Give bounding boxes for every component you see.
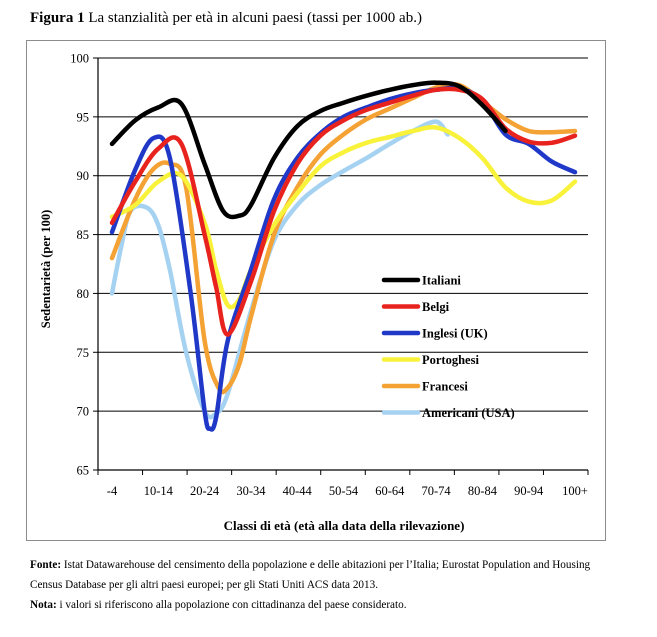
source-text-1: Istat Datawarehouse del censimento della… <box>63 559 591 571</box>
y-tick-label: 70 <box>77 405 90 419</box>
x-tick-label: 50-54 <box>329 484 359 498</box>
figure-notes: Fonte: Istat Datawarehouse del censiment… <box>30 555 640 615</box>
x-tick-label: 20-24 <box>190 484 220 498</box>
y-tick-label: 80 <box>77 287 90 301</box>
figure-title: Figura 1 La stanzialità per età in alcun… <box>30 10 422 27</box>
y-tick-label: 100 <box>70 52 89 66</box>
legend-label-belgi: Belgi <box>422 300 450 314</box>
legend-label-inglesi-uk: Inglesi (UK) <box>422 327 488 341</box>
x-tick-label: -4 <box>107 484 118 498</box>
series-line-americani-usa <box>109 119 450 420</box>
legend-label-americani-usa: Americani (USA) <box>422 406 515 420</box>
x-tick-label: 90-94 <box>514 484 544 498</box>
x-axis-label: Classi di età (età alla data della rilev… <box>224 518 465 533</box>
x-tick-label: 60-64 <box>375 484 405 498</box>
source-note-cont: Census Database per gli altri paesi euro… <box>30 575 640 595</box>
y-axis-label: Sedentarietà (per 100) <box>39 210 53 329</box>
y-tick-label: 90 <box>77 169 90 183</box>
x-tick-label: 80-84 <box>468 484 498 498</box>
legend-label-italiani: Italiani <box>422 274 461 288</box>
figure-caption: La stanzialità per età in alcuni paesi (… <box>88 10 422 26</box>
legend-label-francesi: Francesi <box>422 380 468 394</box>
figure-label: Figura 1 <box>30 10 85 26</box>
line-chart: 65 70 75 80 85 90 95 100 -4 10-14 20-24 30-34 40-44 5… <box>39 52 589 533</box>
chart-frame <box>26 40 606 541</box>
legend-label-portoghesi: Portoghesi <box>422 353 479 367</box>
axes: 65 70 75 80 85 90 95 100 -4 10-14 20-24 30-34 40-44 5… <box>70 52 589 498</box>
source-label: Fonte: <box>30 559 62 571</box>
x-tick-label: 30-34 <box>236 484 266 498</box>
x-tick-label: 100+ <box>562 484 588 498</box>
x-tick-label: 70-74 <box>422 484 452 498</box>
series-line-italiani <box>109 80 508 220</box>
y-tick-label: 65 <box>77 464 90 478</box>
series-line-inglesi-uk <box>109 85 578 432</box>
y-tick-label: 75 <box>77 346 90 360</box>
series-line-belgi <box>109 86 578 337</box>
x-tick-label: 40-44 <box>283 484 313 498</box>
nota-label: Nota: <box>30 599 57 611</box>
source-text-2: Census Database per gli altri paesi euro… <box>30 579 378 591</box>
series-lines <box>109 80 578 432</box>
nota-note: Nota: i valori si riferiscono alla popol… <box>30 595 640 615</box>
y-tick-label: 95 <box>77 110 90 124</box>
nota-text: i valori si riferiscono alla popolazione… <box>59 599 407 611</box>
x-tick-label: 10-14 <box>144 484 174 498</box>
legend: Italiani Belgi Inglesi (UK) Portoghesi Franc… <box>381 274 515 420</box>
source-note: Fonte: Istat Datawarehouse del censiment… <box>30 555 640 575</box>
y-tick-label: 85 <box>77 228 90 242</box>
